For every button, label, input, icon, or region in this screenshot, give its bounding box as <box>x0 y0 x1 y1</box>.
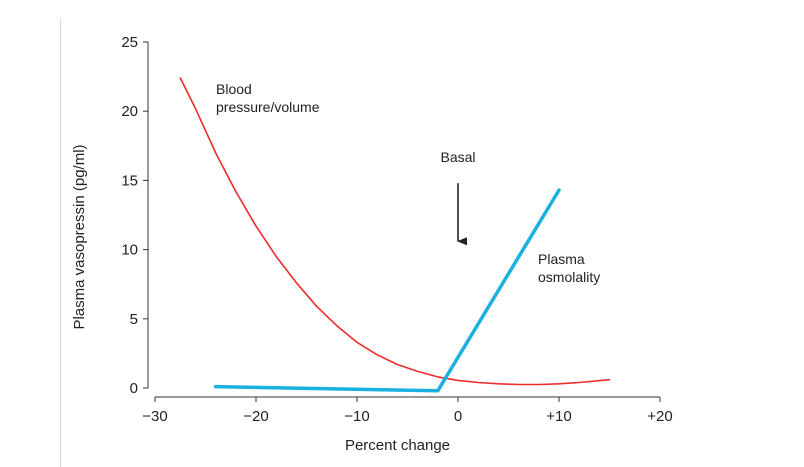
y-tick-label: 5 <box>130 311 138 328</box>
series-label-plasma-osmolality: Plasma osmolality <box>538 251 600 285</box>
series-label-blood-pressure-volume: Blood pressure/volume <box>216 81 320 115</box>
left-edge-line <box>60 18 61 467</box>
y-tick-label: 15 <box>121 172 138 189</box>
x-tick-label: +20 <box>647 408 672 425</box>
x-axis-title: Percent change <box>345 437 450 454</box>
x-tick-label: −20 <box>243 408 268 425</box>
series-line-plasma-osmolality <box>213 188 561 393</box>
plot-lines <box>179 77 611 393</box>
basal-label: Basal <box>440 149 475 165</box>
series-label-line: osmolality <box>538 269 600 285</box>
axes: 0 5 10 15 20 25 −30 −20 −10 0 +10 +20 <box>121 34 672 425</box>
y-axis-title: Plasma vasopressin (pg/ml) <box>71 144 88 329</box>
x-tick-label: 0 <box>454 408 462 425</box>
y-tick-label: 0 <box>130 380 138 397</box>
series-line-blood-pressure-volume <box>179 77 611 386</box>
x-tick-label: −10 <box>344 408 369 425</box>
x-tick-label: −30 <box>142 408 167 425</box>
series-label-line: pressure/volume <box>216 99 320 115</box>
series-label-line: Plasma <box>538 251 585 267</box>
y-tick-label: 10 <box>121 242 138 259</box>
y-tick-label: 20 <box>121 103 138 120</box>
y-tick-label: 25 <box>121 34 138 51</box>
x-tick-label: +10 <box>546 408 571 425</box>
series-label-line: Blood <box>216 81 252 97</box>
